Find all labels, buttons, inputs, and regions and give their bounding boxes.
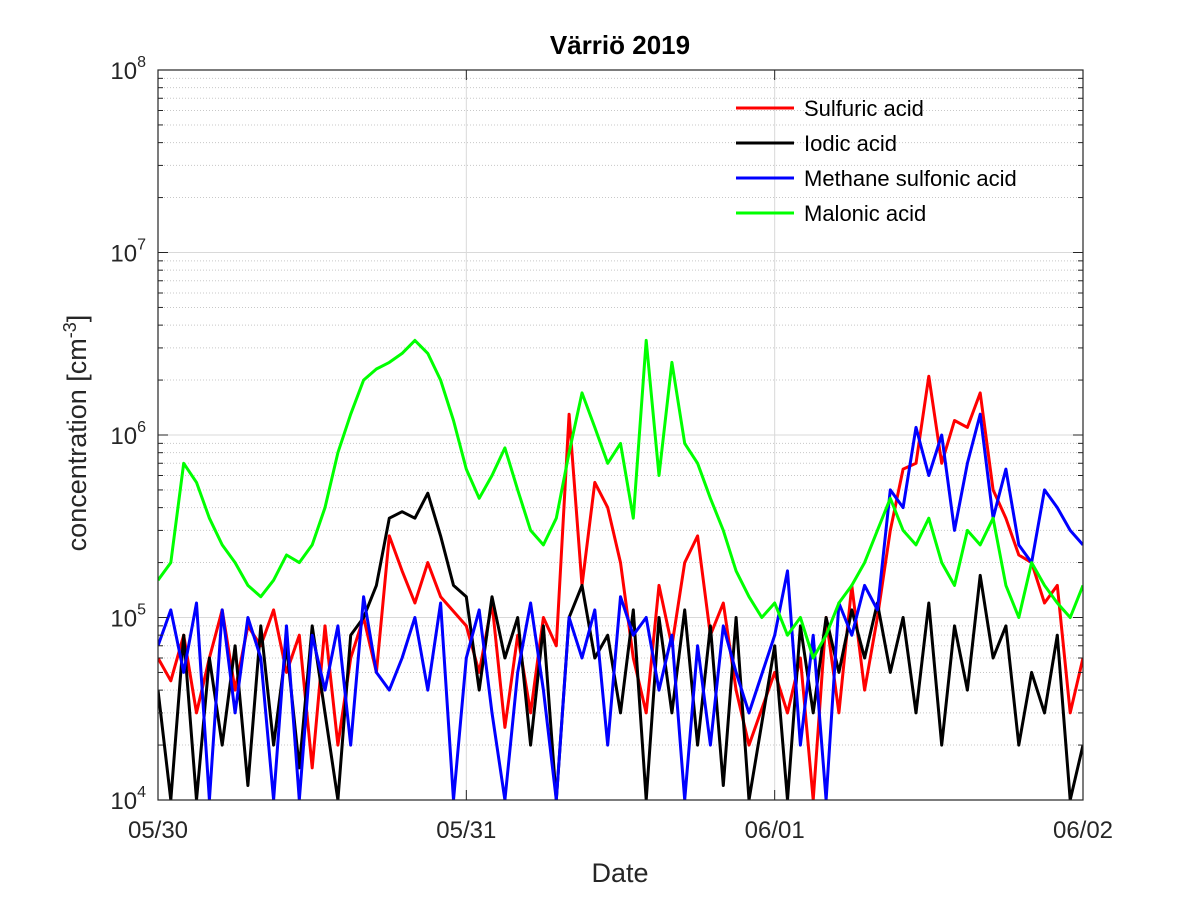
series-line-methane-sulfonic-acid — [158, 412, 1083, 800]
y-tick-label-exponent: 5 — [137, 602, 146, 619]
y-axis-label-base: concentration [cm — [62, 338, 92, 551]
series-line-sulfuric-acid — [158, 374, 1083, 800]
y-axis-label-superscript: -3 — [60, 322, 80, 338]
y-tick-label-base: 10 — [110, 423, 137, 450]
legend: Sulfuric acid Iodic acid Methane sulfonic … — [736, 96, 1017, 226]
series-lines — [158, 338, 1083, 800]
y-tick-label: 108 — [110, 54, 146, 85]
y-tick-label-exponent: 4 — [137, 784, 146, 801]
x-axis-label: Date — [591, 858, 648, 888]
y-tick-label: 106 — [110, 419, 146, 450]
x-tick-label: 06/02 — [1053, 817, 1113, 844]
x-tick-label: 05/31 — [436, 817, 496, 844]
y-tick-label-base: 10 — [110, 241, 137, 268]
series-line-malonic-acid — [158, 338, 1083, 660]
y-tick-label-base: 10 — [110, 58, 137, 85]
chart-title: Värriö 2019 — [550, 30, 690, 60]
y-tick-label: 107 — [110, 237, 146, 268]
y-tick-label: 105 — [110, 602, 146, 633]
y-tick-label-base: 10 — [110, 788, 137, 815]
y-tick-label-exponent: 7 — [137, 237, 146, 254]
legend-label-malonic-acid: Malonic acid — [804, 201, 926, 226]
legend-label-sulfuric-acid: Sulfuric acid — [804, 96, 924, 121]
x-tick-label: 06/01 — [745, 817, 805, 844]
y-tick-label-exponent: 6 — [137, 419, 146, 436]
x-tick-label: 05/30 — [128, 817, 188, 844]
y-axis-label: concentration [cm-3] — [60, 315, 92, 552]
legend-label-methane-sulfonic-acid: Methane sulfonic acid — [804, 166, 1017, 191]
y-tick-label-exponent: 8 — [137, 54, 146, 71]
y-tick-label: 104 — [110, 784, 146, 815]
legend-label-iodic-acid: Iodic acid — [804, 131, 897, 156]
y-tick-label-base: 10 — [110, 606, 137, 633]
y-axis-label-end: ] — [62, 315, 92, 323]
